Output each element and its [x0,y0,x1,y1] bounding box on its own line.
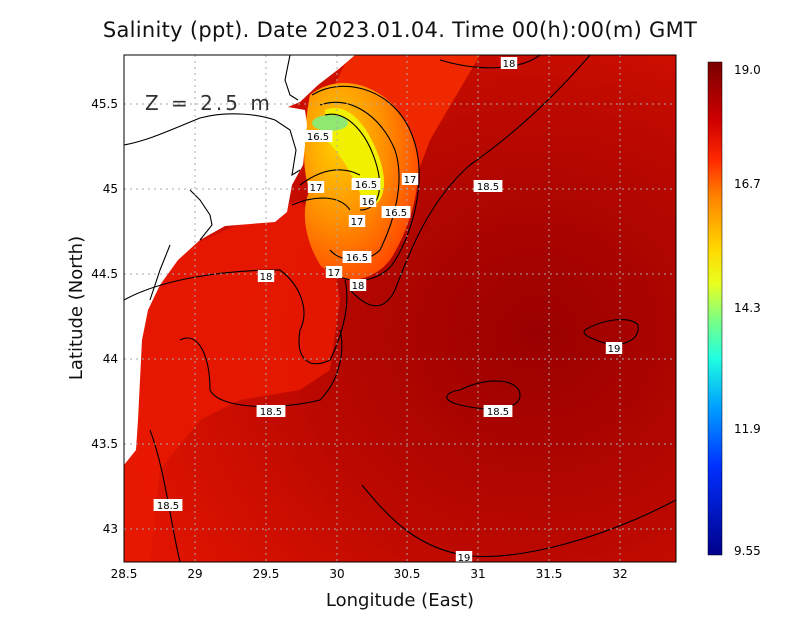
contour-label-bg [455,551,473,562]
contour-label-bg [359,195,377,207]
contour-label: 17 [351,217,364,228]
contour-label-bg [473,180,503,192]
contour-label: 16.5 [355,180,377,191]
x-tick: 29.5 [253,567,280,581]
contour-label-bg [483,405,513,417]
y-tick: 44.5 [91,267,118,281]
colorbar-tick: 19.0 [734,63,761,77]
contour-label-bg [348,215,366,227]
contour-label-bg [342,251,372,263]
x-axis-label: Longitude (East) [326,590,474,611]
contour-label-bg [351,178,381,190]
contour-label-bg [605,342,623,354]
colorbar-tick: 9.55 [734,544,761,558]
contour-label-bg [325,266,343,278]
plot-title: Salinity (ppt). Date 2023.01.04. Time 00… [102,18,698,42]
contour-label: 18 [503,59,516,70]
x-tick: 30.5 [394,567,421,581]
contour-label-bg [256,405,286,417]
y-tick: 45 [103,182,118,196]
contour-label: 18 [352,281,365,292]
colorbar-tick: 14.3 [734,301,761,315]
x-tick: 31 [470,567,485,581]
colorbar-scale [707,61,723,556]
contour-label-bg [303,130,333,142]
y-tick: 44 [103,352,118,366]
contour-label: 17 [404,175,417,186]
contour-label: 16 [362,197,375,208]
x-tick: 28.5 [111,567,138,581]
contour-label: 18.5 [477,182,499,193]
y-axis-label: Latitude (North) [66,236,87,380]
x-tick: 29 [187,567,202,581]
x-tick: 31.5 [536,567,563,581]
contour-label-bg [307,181,325,193]
contour-label-bg [349,279,367,291]
y-tick: 43.5 [91,437,118,451]
contour-label: 16.5 [346,253,368,264]
x-tick: 30 [329,567,344,581]
colorbar-tick: 16.7 [734,177,761,191]
y-tick: 45.5 [91,97,118,111]
contour-label: 19 [608,344,621,355]
land-mask [124,55,355,465]
contour-label-bg [401,173,419,185]
plot-frame [123,54,677,563]
contour-label: 18 [260,272,273,283]
contour-label: 18.5 [157,501,179,512]
contour-label-bg [500,57,518,69]
x-tick: 32 [612,567,627,581]
contour-label: 16.5 [385,208,407,219]
contour-label-bg [153,499,183,511]
gridlines [124,55,676,562]
contour-label: 18.5 [260,407,282,418]
y-tick: 43 [103,522,118,536]
contour-label-bg [381,206,411,218]
contour-label: 16.5 [307,132,329,143]
contour-label: 17 [310,183,323,194]
y-axis: 45.5 45 44.5 44 43.5 43 Latitude (North) [66,97,118,536]
contour-labels: 18 16.5 17 16.5 16 17 16.5 17 18.5 16.5 17 18 18 18.5… [153,57,623,564]
contour-label: 19 [458,553,471,564]
colorbar: 19.0 16.7 14.3 11.9 9.55 [707,61,761,558]
contour-label: 17 [328,268,341,279]
colorbar-tick: 11.9 [734,422,761,436]
map-field: 18 16.5 17 16.5 16 17 16.5 17 18.5 16.5 17 18 18 18.5… [124,55,676,564]
contour-label: 18.5 [487,407,509,418]
x-axis: 28.5 29 29.5 30 30.5 31 31.5 32 Longitud… [111,567,628,611]
depth-label: Z = 2.5 m [145,91,273,115]
contour-label-bg [257,270,275,282]
